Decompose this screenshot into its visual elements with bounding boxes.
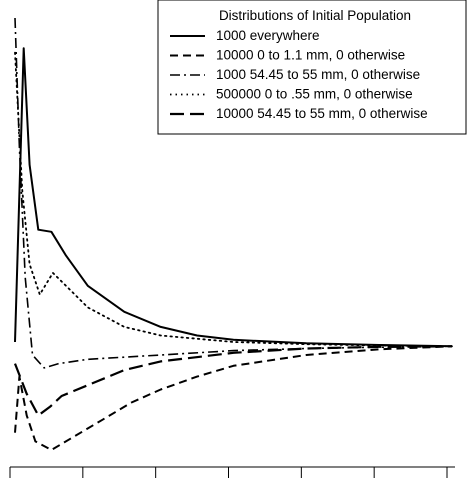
legend-entry-0: 1000 everywhere <box>170 28 320 43</box>
series-line-3 <box>14 51 453 348</box>
axes-layer <box>9 466 455 478</box>
x-ticks-layer <box>9 467 448 478</box>
legend-box <box>157 0 467 135</box>
legend-title: Distributions of Initial Population <box>219 8 411 23</box>
legend-label-4: 10000 54.45 to 55 mm, 0 otherwise <box>216 106 428 121</box>
legend-label-3: 500000 0 to .55 mm, 0 otherwise <box>216 87 413 102</box>
legend-entry-3: 500000 0 to .55 mm, 0 otherwise <box>170 87 413 102</box>
legend: Distributions of Initial Population 1000… <box>157 0 467 135</box>
legend-entry-1: 10000 0 to 1.1 mm, 0 otherwise <box>170 48 405 63</box>
series-line-0 <box>14 47 453 348</box>
series-line-4 <box>13 345 453 417</box>
series-layer <box>13 17 453 451</box>
legend-entry-2: 1000 54.45 to 55 mm, 0 otherwise <box>170 67 420 82</box>
legend-label-1: 10000 0 to 1.1 mm, 0 otherwise <box>216 48 405 63</box>
legend-entry-4: 10000 54.45 to 55 mm, 0 otherwise <box>170 106 428 121</box>
series-line-2 <box>14 17 453 369</box>
series-line-1 <box>14 345 453 451</box>
legend-label-2: 1000 54.45 to 55 mm, 0 otherwise <box>216 67 420 82</box>
legend-label-0: 1000 everywhere <box>216 28 320 43</box>
legend-items: 1000 everywhere 10000 0 to 1.1 mm, 0 othe… <box>170 28 428 121</box>
